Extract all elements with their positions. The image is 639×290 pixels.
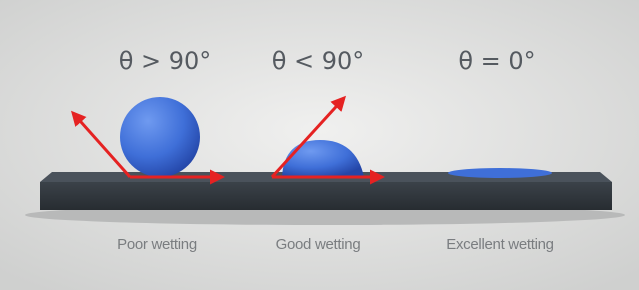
droplet-film bbox=[448, 168, 552, 178]
diagram: θ > 90° θ < 90° θ = 0° Poor wetting Good… bbox=[0, 0, 639, 290]
caption: Poor wetting bbox=[117, 236, 197, 253]
caption: Good wetting bbox=[276, 236, 361, 253]
angle-label: θ < 90° bbox=[272, 47, 365, 75]
droplet bbox=[120, 97, 200, 177]
caption: Excellent wetting bbox=[446, 236, 553, 253]
surface-front bbox=[40, 182, 612, 210]
angle-label: θ = 0° bbox=[458, 47, 535, 75]
angle-label: θ > 90° bbox=[119, 47, 212, 75]
